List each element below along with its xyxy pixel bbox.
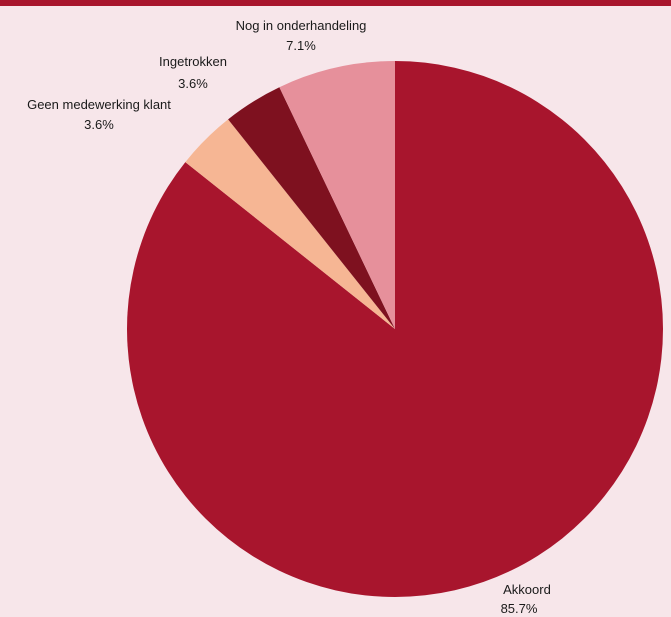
- slice-value-nog-in-onderhandeling: 7.1%: [286, 38, 316, 53]
- slice-label-nog-in-onderhandeling: Nog in onderhandeling: [236, 18, 367, 33]
- pie-slices: [126, 61, 663, 598]
- slice-value-akkoord: 85.7%: [501, 601, 538, 616]
- slice-value-ingetrokken: 3.6%: [178, 76, 208, 91]
- slice-labels: Akkoord 85.7% Geen medewerking klant 3.6…: [27, 18, 551, 616]
- pie-slice-nog-in-onderhandeling: [279, 61, 395, 329]
- slice-label-ingetrokken: Ingetrokken: [159, 54, 227, 69]
- slice-value-geen-medewerking-klant: 3.6%: [84, 117, 114, 132]
- slice-label-geen-medewerking-klant: Geen medewerking klant: [27, 97, 171, 112]
- top-accent-bar: [0, 0, 671, 6]
- pie-slice-ingetrokken: [228, 87, 395, 329]
- slice-label-akkoord: Akkoord: [503, 582, 551, 597]
- pie-slice-geen-medewerking-klant: [185, 119, 395, 329]
- pie-slice-akkoord: [126, 61, 663, 598]
